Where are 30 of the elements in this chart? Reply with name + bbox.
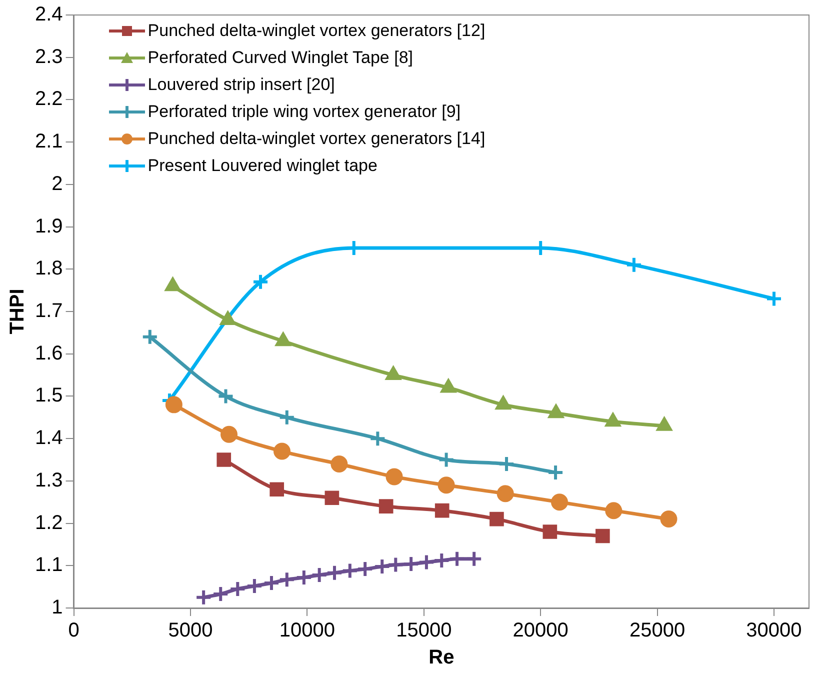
y-tick-label: 1.8 (34, 258, 63, 280)
y-tick-label: 1.9 (34, 215, 63, 238)
legend-label: Perforated Curved Winglet Tape [8] (148, 48, 414, 68)
y-tick-label: 2.2 (34, 88, 63, 110)
y-tick-label: 2 (52, 172, 63, 195)
y-tick-label: 1.6 (34, 342, 63, 364)
x-tick-label: 30000 (746, 620, 802, 642)
y-tick-label: 1.3 (34, 469, 63, 492)
y-tick-label: 1.4 (34, 427, 63, 450)
legend-label: Punched delta-winglet vortex generators [14] (148, 129, 486, 149)
y-tick-label: 1 (52, 596, 63, 619)
legend-label: Present Louvered winglet tape (148, 156, 378, 176)
x-axis-title: Re (428, 646, 454, 669)
y-axis-title: THPI (6, 288, 29, 334)
legend-label: Punched delta-winglet vortex generators [12] (148, 21, 486, 41)
x-tick-label: 5000 (168, 620, 213, 642)
y-tick-label: 2.4 (34, 4, 63, 26)
y-tick-label: 1.1 (34, 554, 63, 576)
x-tick-label: 10000 (279, 620, 336, 642)
y-tick-label: 2.3 (34, 46, 63, 68)
y-tick-label: 2.1 (34, 130, 63, 153)
legend-label: Perforated triple wing vortex generator [9] (148, 102, 461, 122)
y-tick-label: 1.5 (34, 384, 63, 407)
y-tick-label: 1.7 (34, 300, 63, 322)
y-tick-label: 1.2 (34, 512, 63, 534)
x-tick-label: 25000 (629, 620, 686, 642)
x-tick-label: 0 (68, 620, 80, 642)
x-tick-label: 15000 (396, 620, 452, 642)
x-tick-label: 20000 (512, 620, 568, 642)
legend-label: Louvered strip insert [20] (148, 75, 335, 95)
